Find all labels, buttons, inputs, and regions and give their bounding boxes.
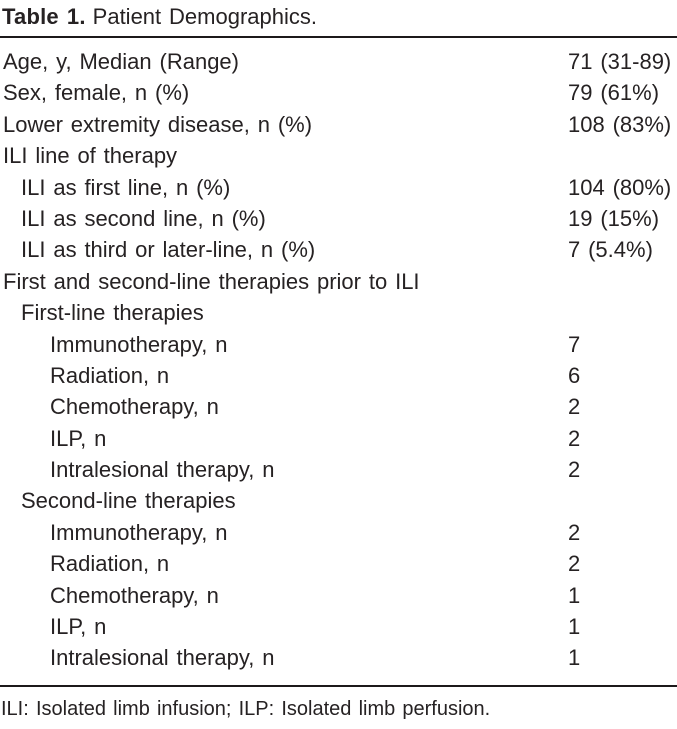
table-row: Lower extremity disease, n (%) 108 (83%) <box>2 109 677 140</box>
table-title-text: Patient Demographics. <box>92 4 317 29</box>
table-row: Radiation, n 2 <box>2 548 677 579</box>
table-row: ILP, n 2 <box>2 423 677 454</box>
bottom-rule <box>0 684 677 687</box>
table-row: Chemotherapy, n 2 <box>2 391 677 422</box>
table-row: ILI as third or later-line, n (%) 7 (5.4… <box>2 234 677 265</box>
table-row: ILI as second line, n (%) 19 (15%) <box>2 203 677 234</box>
row-label: ILI as third or later-line, n (%) <box>21 237 316 263</box>
row-value: 7 (5.4%) <box>568 237 653 263</box>
table-row: Immunotherapy, n 7 <box>2 329 677 360</box>
table-number-label: Table 1. <box>2 4 86 29</box>
table-row: Intralesional therapy, n 1 <box>2 642 677 673</box>
table-row: First-line therapies <box>2 297 677 328</box>
row-value: 2 <box>568 457 581 483</box>
row-value: 1 <box>568 582 581 608</box>
row-label: Immunotherapy, n <box>50 519 228 545</box>
row-label: Intralesional therapy, n <box>50 645 275 671</box>
table-row: Age, y, Median (Range) 71 (31-89) <box>2 46 677 77</box>
row-value: 108 (83%) <box>568 111 672 137</box>
table-row: ILI as first line, n (%) 104 (80%) <box>2 172 677 203</box>
row-value: 1 <box>568 614 581 640</box>
row-value: 79 (61%) <box>568 80 660 106</box>
row-label: Lower extremity disease, n (%) <box>3 111 313 137</box>
row-value: 104 (80%) <box>568 174 672 200</box>
table-title: Table 1. Patient Demographics. <box>0 0 677 30</box>
table-row: ILI line of therapy <box>2 140 677 171</box>
row-value: 2 <box>568 425 581 451</box>
row-label: Chemotherapy, n <box>50 582 219 608</box>
row-label: First and second-line therapies prior to… <box>3 268 420 294</box>
table-row: Second-line therapies <box>2 485 677 516</box>
table-row: Chemotherapy, n 1 <box>2 580 677 611</box>
row-value: 2 <box>568 551 581 577</box>
row-value: 6 <box>568 362 581 388</box>
row-label: Intralesional therapy, n <box>50 457 275 483</box>
row-label: ILI line of therapy <box>3 143 178 169</box>
row-label: First-line therapies <box>21 300 204 326</box>
row-value: 71 (31-89) <box>568 49 672 74</box>
table-row: ILP, n 1 <box>2 611 677 642</box>
row-value: 19 (15%) <box>568 205 660 231</box>
row-label: ILI as second line, n (%) <box>21 205 266 231</box>
row-value: 1 <box>568 645 581 671</box>
row-label: Sex, female, n (%) <box>3 80 190 106</box>
row-label: ILP, n <box>50 614 107 640</box>
table-row: First and second-line therapies prior to… <box>2 266 677 297</box>
row-label: Chemotherapy, n <box>50 394 219 420</box>
row-label: ILP, n <box>50 425 107 451</box>
top-rule <box>0 36 677 38</box>
row-value: 7 <box>568 331 581 357</box>
table-row: Radiation, n 6 <box>2 360 677 391</box>
row-value: 2 <box>568 519 581 545</box>
row-label: Age, y, Median (Range) <box>3 49 239 74</box>
table-row: Sex, female, n (%) 79 (61%) <box>2 77 677 108</box>
row-label: Immunotherapy, n <box>50 331 228 357</box>
table-rows: Age, y, Median (Range) 71 (31-89) Sex, f… <box>0 38 677 680</box>
row-value: 2 <box>568 394 581 420</box>
row-label: Radiation, n <box>50 551 170 577</box>
row-label: ILI as first line, n (%) <box>21 174 231 200</box>
row-label: Second-line therapies <box>21 488 236 514</box>
table-row: Immunotherapy, n 2 <box>2 517 677 548</box>
row-label: Radiation, n <box>50 362 170 388</box>
table-footnote: ILI: Isolated limb infusion; ILP: Isolat… <box>1 697 491 720</box>
table-row: Intralesional therapy, n 2 <box>2 454 677 485</box>
